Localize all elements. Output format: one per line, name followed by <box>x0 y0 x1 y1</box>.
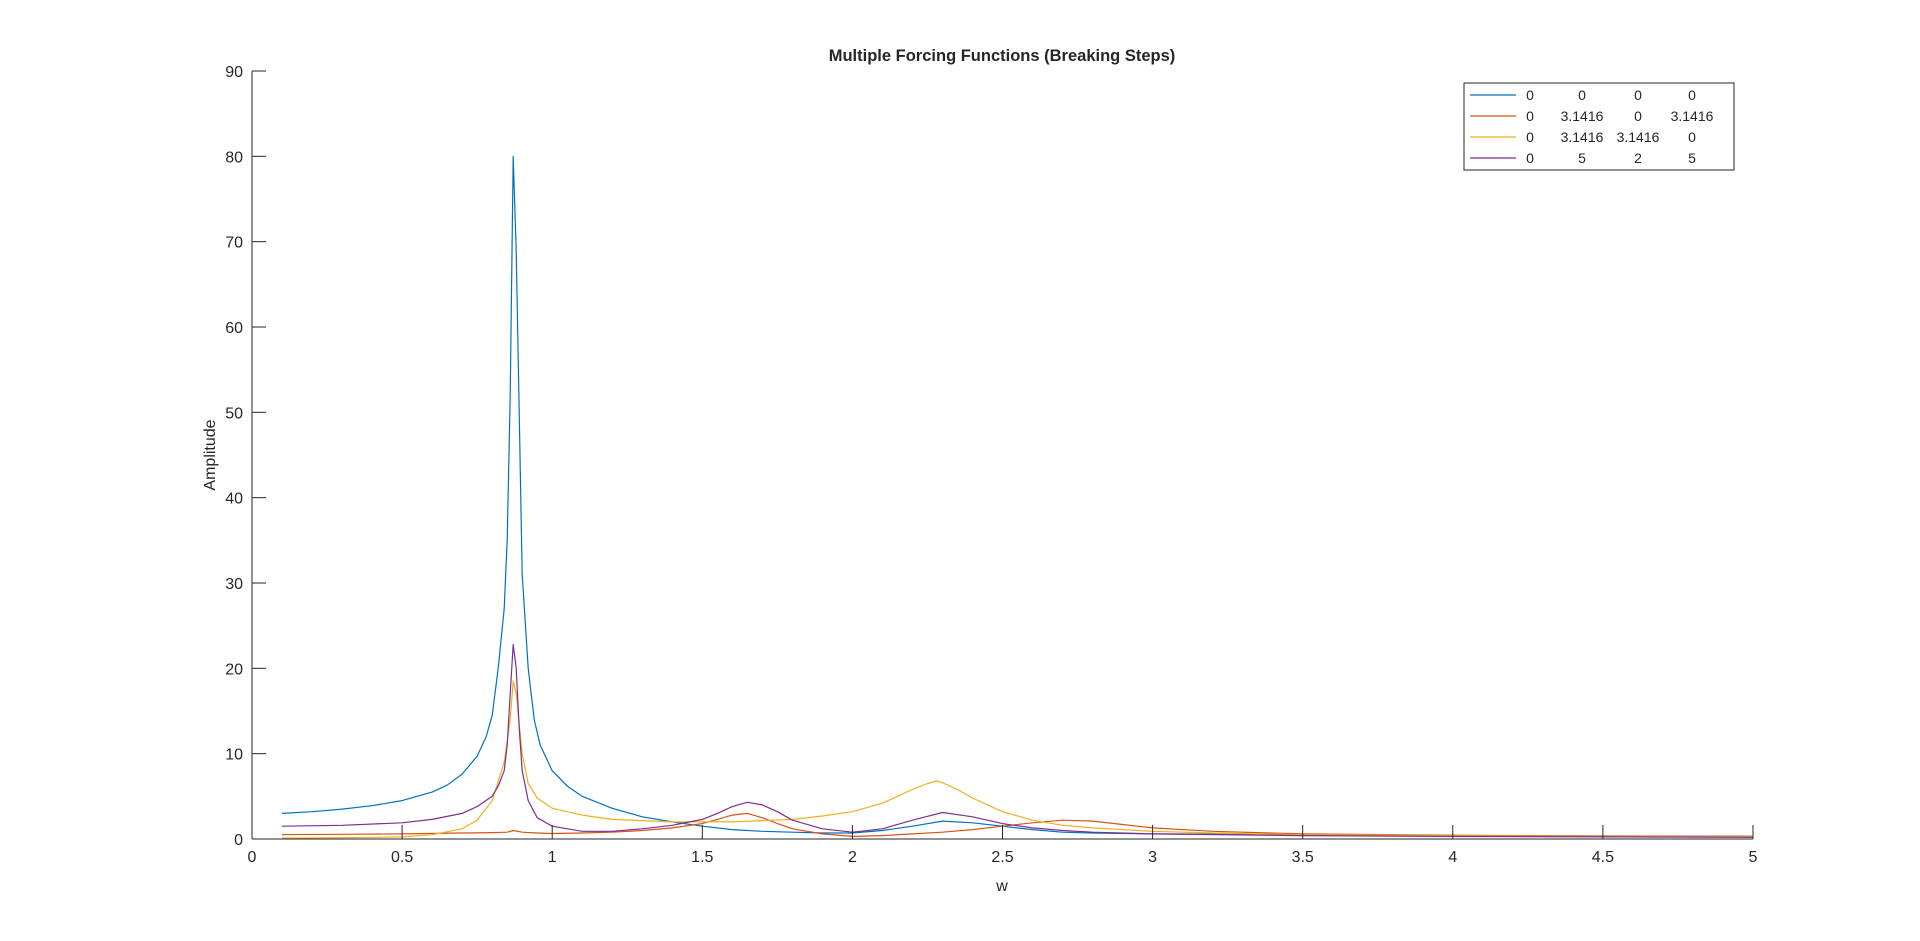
legend-entry-1-cell: 0 <box>1526 87 1534 103</box>
legend-entry-3-cell: 0 <box>1688 129 1696 145</box>
legend-entry-1-cell: 0 <box>1578 87 1586 103</box>
y-tick-label: 90 <box>225 64 243 81</box>
legend-entry-3-cell: 3.1416 <box>1561 129 1604 145</box>
legend-entry-1-cell: 0 <box>1634 87 1642 103</box>
plot-area[interactable] <box>281 155 1754 839</box>
x-tick-label: 0 <box>248 849 257 866</box>
legend-box <box>1463 82 1735 171</box>
y-tick-label: 60 <box>225 320 243 337</box>
legend-entry-1-cell: 0 <box>1688 87 1696 103</box>
y-tick-label: 70 <box>225 235 243 252</box>
y-axis-label: Amplitude <box>202 419 219 490</box>
y-tick-label: 80 <box>225 149 243 166</box>
x-tick-label: 3 <box>1148 849 1157 866</box>
series-line-1[interactable] <box>281 155 1754 838</box>
x-tick-label: 4.5 <box>1592 849 1614 866</box>
y-tick-label: 40 <box>225 491 243 508</box>
x-tick-label: 2.5 <box>991 849 1013 866</box>
legend-entry-2-cell: 3.1416 <box>1671 108 1714 124</box>
x-tick-label: 5 <box>1749 849 1758 866</box>
series-line-3[interactable] <box>281 680 1754 839</box>
legend-entry-3-cell: 0 <box>1526 129 1534 145</box>
y-tick-label: 0 <box>234 832 243 849</box>
legend-entry-4-cell: 5 <box>1578 150 1586 166</box>
chart-title: Multiple Forcing Functions (Breaking Ste… <box>829 47 1176 65</box>
legend-entry-4-cell: 2 <box>1634 150 1642 166</box>
y-tick-label: 10 <box>225 747 243 764</box>
legend-entry-2-cell: 3.1416 <box>1561 108 1604 124</box>
legend[interactable]: 0 0 0 0 0 3.1416 0 3.1416 0 3.1416 3.1416 0 0 5 2 5 <box>1463 82 1735 171</box>
y-tick-label: 20 <box>225 661 243 678</box>
x-tick-label: 3.5 <box>1292 849 1314 866</box>
x-tick-label: 1.5 <box>691 849 713 866</box>
legend-entry-2-cell: 0 <box>1526 108 1534 124</box>
series-line-4[interactable] <box>281 643 1754 838</box>
legend-entry-2-cell: 0 <box>1634 108 1642 124</box>
legend-entry-3-cell: 3.1416 <box>1617 129 1660 145</box>
x-tick-label: 2 <box>848 849 857 866</box>
x-tick-label: 4 <box>1448 849 1457 866</box>
y-tick-label: 30 <box>225 576 243 593</box>
x-axis-label: w <box>995 878 1008 895</box>
legend-entry-4-cell: 5 <box>1688 150 1696 166</box>
x-tick-label: 0.5 <box>391 849 413 866</box>
x-tick-label: 1 <box>548 849 557 866</box>
legend-entry-4-cell: 0 <box>1526 150 1534 166</box>
y-tick-label: 50 <box>225 405 243 422</box>
